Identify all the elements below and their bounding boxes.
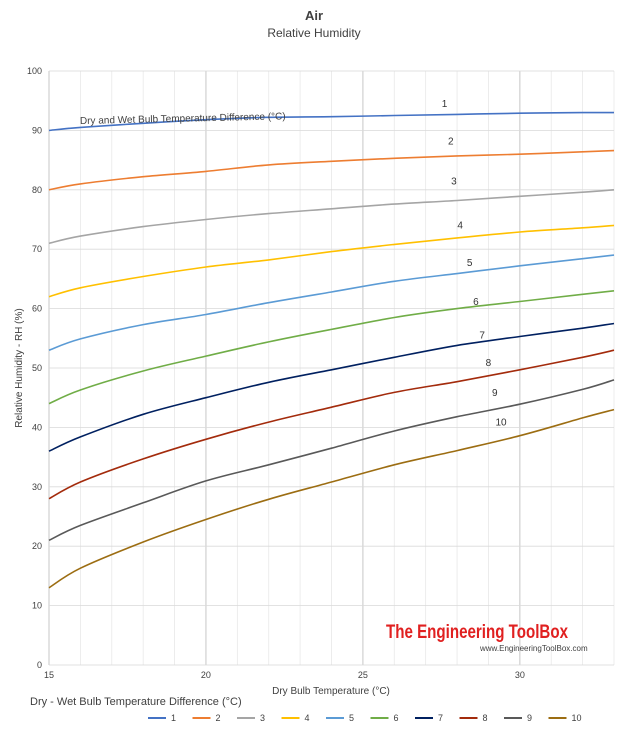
- series-label-8: 8: [486, 358, 492, 369]
- grid: [48, 70, 615, 666]
- legend-label-8: 8: [483, 713, 488, 723]
- y-tick-label: 40: [32, 422, 42, 432]
- y-tick-label: 50: [32, 363, 42, 373]
- series-line-4: [48, 224, 615, 298]
- series-line-3: [48, 189, 615, 245]
- watermark-logo: The Engineering ToolBox www.EngineeringT…: [386, 622, 588, 653]
- series-label-7: 7: [479, 330, 485, 341]
- y-tick-label: 10: [32, 601, 42, 611]
- series-line-9: [48, 379, 615, 542]
- series-labels: 1 2 3 4 5 6 7 8 9 10: [442, 99, 507, 428]
- y-tick-label: 90: [32, 125, 42, 135]
- y-tick-labels: 0 10 20 30 40 50 60 70 80 90 100: [27, 66, 42, 670]
- x-tick-labels: 15 20 25 30: [44, 670, 525, 680]
- series-line-6: [48, 290, 615, 405]
- legend-label-3: 3: [260, 713, 265, 723]
- legend-title: Dry - Wet Bulb Temperature Difference (°…: [30, 696, 242, 708]
- series-line-7: [48, 322, 615, 452]
- series-line-2: [48, 149, 615, 191]
- series-label-6: 6: [473, 297, 479, 308]
- legend-label-5: 5: [349, 713, 354, 723]
- series-line-10: [48, 408, 615, 589]
- series-label-4: 4: [457, 220, 463, 231]
- chart-subtitle: Relative Humidity: [267, 26, 360, 40]
- series-label-9: 9: [492, 388, 498, 399]
- curve-annotation: Dry and Wet Bulb Temperature Difference …: [80, 111, 286, 127]
- series-label-2: 2: [448, 137, 454, 148]
- y-tick-label: 100: [27, 66, 42, 76]
- watermark-text: The Engineering ToolBox: [386, 622, 568, 643]
- legend-label-9: 9: [527, 713, 532, 723]
- y-tick-label: 70: [32, 244, 42, 254]
- series-lines: [48, 111, 615, 589]
- legend-label-6: 6: [394, 713, 399, 723]
- legend-label-4: 4: [305, 713, 310, 723]
- chart-title: Air: [305, 8, 323, 23]
- y-tick-label: 20: [32, 541, 42, 551]
- y-tick-label: 60: [32, 304, 42, 314]
- y-tick-label: 80: [32, 185, 42, 195]
- x-axis-label: Dry Bulb Temperature (°C): [272, 686, 390, 697]
- y-tick-label: 0: [37, 660, 42, 670]
- series-label-10: 10: [495, 418, 507, 429]
- series-line-1: [48, 111, 615, 132]
- legend-label-2: 2: [216, 713, 221, 723]
- watermark-url: www.EngineeringToolBox.com: [479, 644, 588, 653]
- series-line-5: [48, 254, 615, 351]
- legend-label-7: 7: [438, 713, 443, 723]
- series-label-5: 5: [467, 258, 473, 269]
- legend: 1 2 3 4 5 6 7 8 9 10: [148, 713, 582, 723]
- x-tick-label: 25: [358, 670, 368, 680]
- series-label-3: 3: [451, 176, 457, 187]
- y-tick-label: 30: [32, 482, 42, 492]
- x-tick-label: 20: [201, 670, 211, 680]
- x-tick-label: 15: [44, 670, 54, 680]
- legend-label-10: 10: [572, 713, 582, 723]
- x-tick-label: 30: [515, 670, 525, 680]
- y-axis-label: Relative Humidity - RH (%): [14, 308, 25, 427]
- series-label-1: 1: [442, 99, 448, 110]
- legend-label-1: 1: [171, 713, 176, 723]
- series-line-8: [48, 349, 615, 500]
